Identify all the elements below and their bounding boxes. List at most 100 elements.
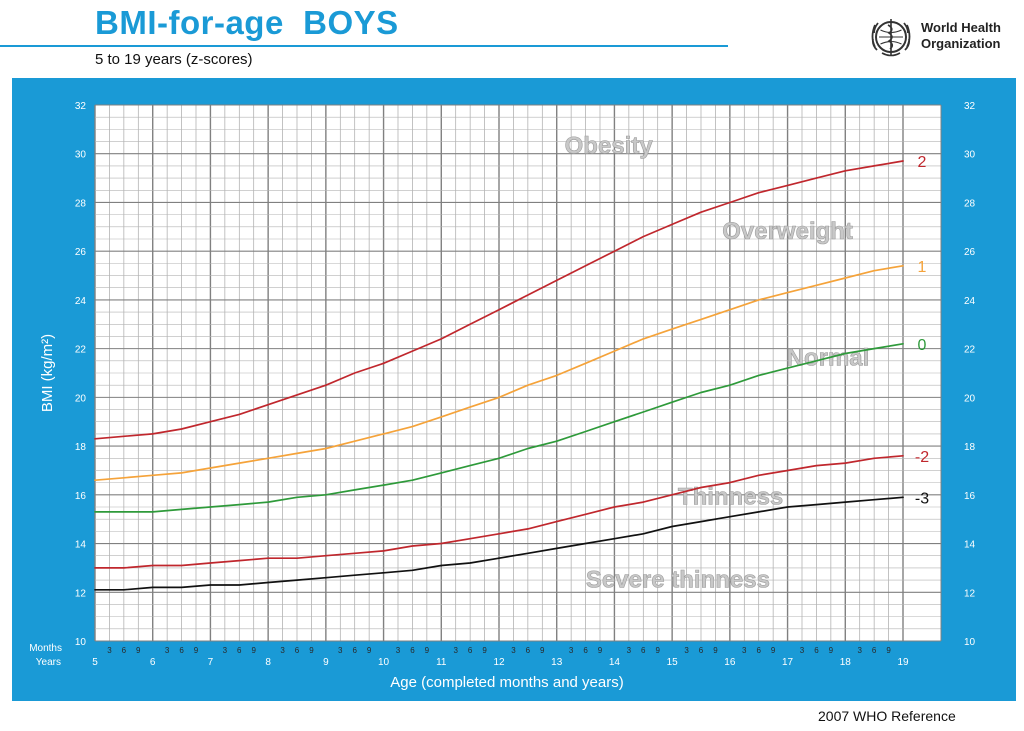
month-tick-label: 3	[338, 646, 343, 655]
month-tick-label: 9	[655, 646, 660, 655]
month-tick-label: 9	[425, 646, 430, 655]
series-label: 2	[918, 154, 927, 171]
who-emblem-icon	[871, 19, 911, 57]
x-tick-label: 13	[551, 657, 563, 668]
month-tick-label: 6	[756, 646, 761, 655]
title-underline	[0, 45, 728, 47]
month-tick-label: 6	[410, 646, 415, 655]
month-tick-label: 9	[771, 646, 776, 655]
month-tick-label: 9	[886, 646, 891, 655]
month-tick-label: 6	[468, 646, 473, 655]
zone-label: Thinness	[678, 484, 783, 511]
series-label: -2	[915, 449, 929, 466]
month-tick-label: 3	[569, 646, 574, 655]
series-line	[94, 342, 904, 513]
month-tick-label: 9	[713, 646, 718, 655]
x-tick-label: 10	[378, 657, 390, 668]
month-tick-label: 6	[583, 646, 588, 655]
series-line	[94, 454, 904, 569]
month-tick-label: 3	[857, 646, 862, 655]
x-tick-label: 17	[782, 657, 794, 668]
y-tick-label-right: 16	[964, 491, 976, 502]
month-tick-label: 6	[526, 646, 531, 655]
chart-title: BMI-for-age BOYS	[95, 4, 399, 41]
chart-subtitle: 5 to 19 years (z-scores)	[95, 51, 253, 68]
organization-name-line1: World Health	[921, 20, 1001, 35]
month-tick-label: 3	[511, 646, 516, 655]
y-tick-label: 10	[75, 637, 87, 648]
month-tick-label: 9	[136, 646, 141, 655]
x-tick-label: 14	[609, 657, 621, 668]
month-tick-label: 3	[800, 646, 805, 655]
y-tick-label-right: 30	[964, 150, 976, 161]
series-line	[94, 496, 904, 591]
x-tick-label: 19	[897, 657, 909, 668]
y-tick-label-right: 26	[964, 247, 976, 258]
y-tick-label-right: 10	[964, 637, 976, 648]
y-tick-label: 16	[75, 491, 87, 502]
y-tick-label-right: 18	[964, 442, 976, 453]
month-tick-label: 6	[814, 646, 819, 655]
month-tick-label: 3	[396, 646, 401, 655]
y-tick-label-right: 14	[964, 540, 976, 551]
y-tick-label: 26	[75, 247, 87, 258]
zone-label: Overweight	[722, 218, 853, 245]
x-tick-label: 18	[840, 657, 852, 668]
month-tick-label: 3	[453, 646, 458, 655]
month-tick-label: 6	[179, 646, 184, 655]
month-tick-label: 9	[540, 646, 545, 655]
organization-name: World Health Organization	[921, 20, 1001, 52]
month-tick-label: 9	[482, 646, 487, 655]
month-tick-label: 3	[107, 646, 112, 655]
y-tick-label-right: 20	[964, 393, 976, 404]
month-tick-label: 9	[829, 646, 834, 655]
month-tick-label: 6	[699, 646, 704, 655]
month-tick-label: 6	[122, 646, 127, 655]
chart-panel: Obesity Overweight Normal Thinness Severe th…	[12, 78, 1016, 701]
month-tick-label: 3	[223, 646, 228, 655]
month-tick-label: 3	[684, 646, 689, 655]
month-tick-label: 6	[295, 646, 300, 655]
y-tick-label-right: 32	[964, 101, 976, 112]
y-tick-label: 12	[75, 588, 87, 599]
x-tick-label: 15	[667, 657, 679, 668]
x-axis-label: Age (completed months and years)	[390, 674, 623, 691]
x-tick-label: 9	[323, 657, 329, 668]
organization-name-line2: Organization	[921, 36, 1001, 51]
month-tick-label: 6	[872, 646, 877, 655]
series-line	[94, 160, 904, 440]
y-tick-label: 18	[75, 442, 87, 453]
y-tick-label: 24	[75, 296, 87, 307]
x-tick-label: 12	[493, 657, 505, 668]
reference-note: 2007 WHO Reference	[818, 708, 956, 724]
month-tick-label: 3	[742, 646, 747, 655]
months-row-label: Months	[29, 643, 62, 654]
x-tick-label: 8	[265, 657, 271, 668]
x-tick-label: 11	[436, 657, 447, 668]
month-tick-label: 9	[367, 646, 372, 655]
month-tick-label: 6	[352, 646, 357, 655]
month-tick-label: 6	[237, 646, 242, 655]
zone-label: Severe thinness	[586, 566, 770, 593]
month-tick-label: 6	[641, 646, 646, 655]
series-label: -3	[915, 490, 929, 507]
month-tick-label: 9	[309, 646, 314, 655]
x-tick-label: 5	[92, 657, 98, 668]
month-tick-label: 9	[251, 646, 256, 655]
y-tick-label: 28	[75, 198, 87, 209]
month-tick-label: 9	[194, 646, 199, 655]
x-tick-label: 7	[208, 657, 214, 668]
series-label: 0	[918, 337, 927, 354]
month-tick-label: 9	[598, 646, 603, 655]
month-tick-label: 3	[280, 646, 285, 655]
zone-label: Obesity	[565, 133, 654, 160]
series-label: 1	[918, 259, 927, 276]
y-tick-label: 20	[75, 393, 87, 404]
y-axis-label: BMI (kg/m²)	[39, 334, 56, 412]
month-tick-label: 3	[627, 646, 632, 655]
x-tick-label: 6	[150, 657, 156, 668]
x-tick-label: 16	[724, 657, 736, 668]
y-tick-label-right: 24	[964, 296, 976, 307]
y-tick-label: 30	[75, 150, 87, 161]
